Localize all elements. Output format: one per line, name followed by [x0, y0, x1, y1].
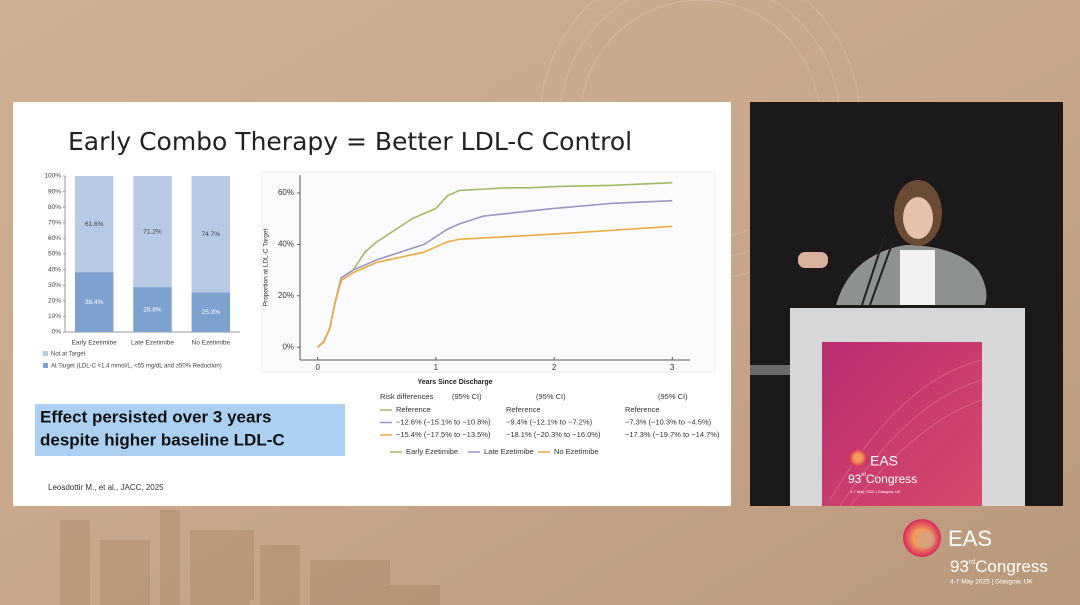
logo-dates: 4-7 May 2025 | Glasgow, UK: [950, 579, 1033, 586]
screen-logo-dates: 4-7 May 2025 | Glasgow, UK: [850, 489, 901, 494]
x-axis-label: Years Since Discharge: [417, 379, 492, 386]
table-cell: Reference: [506, 405, 541, 414]
bar-value-label: 28.8%: [143, 306, 162, 313]
citation: Leosdottir M., et al., JACC, 2025: [48, 483, 164, 492]
event: Congress: [975, 557, 1048, 576]
y-tick-label: 30%: [48, 282, 61, 289]
x-tick-label: 0: [316, 363, 321, 372]
edition: 93: [950, 557, 969, 576]
table-header: Risk differences: [380, 392, 433, 401]
callout-line: despite higher baseline LDL-C: [40, 430, 285, 449]
x-tick-label: 3: [670, 363, 675, 372]
x-tick-label: Late Ezetimibe: [131, 340, 174, 347]
callout-box: [35, 404, 345, 456]
y-tick-label: 60%: [48, 235, 61, 242]
y-tick-label: 20%: [48, 298, 61, 305]
y-tick-label: 0%: [282, 342, 294, 351]
y-tick-label: 50%: [48, 251, 61, 258]
bar-value-label: 25.3%: [202, 309, 221, 316]
x-tick-label: 2: [552, 363, 557, 372]
y-tick-label: 10%: [48, 313, 61, 320]
x-tick-label: No Ezetimibe: [192, 340, 231, 347]
bar-value-label: 74.7%: [202, 231, 221, 238]
y-tick-label: 90%: [48, 188, 61, 195]
bar-value-label: 71.2%: [143, 228, 162, 235]
y-tick-label: 40%: [48, 266, 61, 273]
table-cell: −15.4% (−17.5% to −13.5%): [396, 430, 491, 439]
y-tick-label: 80%: [48, 204, 61, 211]
callout-line: Effect persisted over 3 years: [40, 407, 272, 426]
y-tick-label: 40%: [278, 239, 294, 248]
bar-segment: [133, 287, 172, 332]
y-tick-label: 70%: [48, 220, 61, 227]
slide-title: Early Combo Therapy = Better LDL-C Contr…: [68, 127, 632, 156]
bar-segment: [191, 292, 231, 332]
table-cell: −7.3% (−10.3% to −4.5%): [625, 417, 712, 426]
bar-segment: [74, 272, 114, 332]
table-cell: Reference: [396, 405, 431, 414]
y-tick-label: 0%: [52, 329, 62, 336]
speaker-video: EAS 93rdCongress 4-7 May 2025 | Glasgow,…: [750, 102, 1063, 507]
table-cell: −9.4% (−12.1% to −7.2%): [506, 417, 593, 426]
skyline: [60, 510, 440, 605]
table-cell: −18.1% (−20.3% to −16.0%): [506, 430, 601, 439]
legend-swatch: [43, 363, 48, 368]
logo-event: 93rdCongress: [950, 557, 1048, 576]
line-chart-frame: [261, 171, 716, 373]
ordinal: rd: [969, 559, 975, 566]
ordinal: rd: [861, 472, 866, 478]
legend-label: At Target (LDL-C <1.4 mmol/L, <55 mg/dL …: [51, 364, 222, 370]
legend-label: No Ezetimibe: [554, 447, 599, 456]
line-series: [317, 225, 673, 348]
edition: 93: [848, 472, 862, 486]
bar-segment: [191, 176, 231, 293]
bar-value-label: 61.6%: [85, 221, 104, 228]
table-cell: −17.3% (−19.7% to −14.7%): [625, 430, 720, 439]
logo-name: EAS: [948, 526, 992, 551]
bar-value-label: 38.4%: [85, 299, 104, 306]
table-header: (95% CI): [452, 392, 482, 401]
y-tick-label: 100%: [44, 173, 61, 180]
corner-logo: EAS 93rdCongress 4-7 May 2025 | Glasgow,…: [903, 519, 1048, 586]
bar-segment: [133, 176, 172, 288]
table-cell: Reference: [625, 405, 660, 414]
event: Congress: [866, 472, 917, 486]
y-tick-label: 60%: [278, 188, 294, 197]
legend-label: Not at Target: [51, 352, 86, 358]
legend-label: Late Ezetimibe: [484, 447, 534, 456]
legend-label: Early Ezetimibe: [406, 447, 458, 456]
screen-logo-event: 93rdCongress: [848, 472, 917, 486]
x-tick-label: 1: [434, 363, 439, 372]
x-tick-label: Early Ezetimibe: [72, 340, 118, 347]
table-cell: −12.6% (−15.1% to −10.8%): [396, 417, 491, 426]
y-axis-label: Proportion at LDL-C Target: [263, 229, 270, 307]
bar-segment: [74, 176, 114, 273]
table-header: (95% CI): [658, 392, 688, 401]
y-tick-label: 20%: [278, 291, 294, 300]
legend-swatch: [43, 351, 48, 356]
screen-logo-name: EAS: [870, 453, 898, 469]
table-header: (95% CI): [536, 392, 566, 401]
